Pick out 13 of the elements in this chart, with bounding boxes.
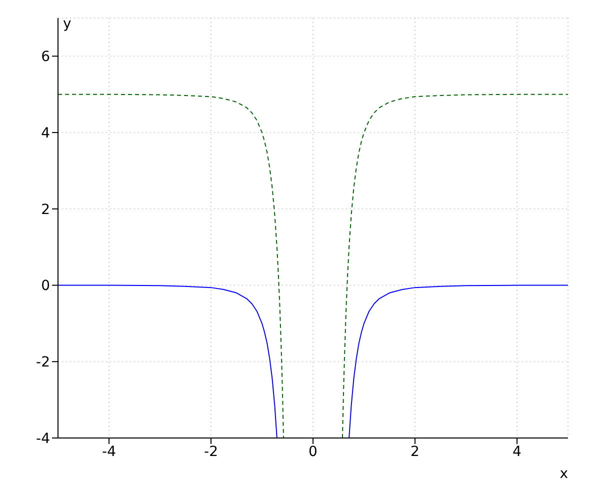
y-tick-label: 6 (41, 49, 50, 66)
x-axis-title: x (560, 466, 568, 482)
y-tick-label: -4 (36, 430, 50, 447)
y-axis-title: y (63, 16, 72, 32)
y-tick-label: 0 (41, 278, 50, 294)
x-tick-label: -4 (102, 444, 116, 460)
y-tick-label: 4 (41, 126, 50, 142)
x-tick-label: 0 (308, 444, 318, 460)
y-tick-label: 2 (41, 202, 50, 218)
y-tick-label: -2 (36, 354, 50, 371)
x-tick-label: 2 (410, 444, 420, 460)
x-tick-label: 4 (512, 444, 522, 460)
x-tick-label: -2 (204, 444, 218, 460)
